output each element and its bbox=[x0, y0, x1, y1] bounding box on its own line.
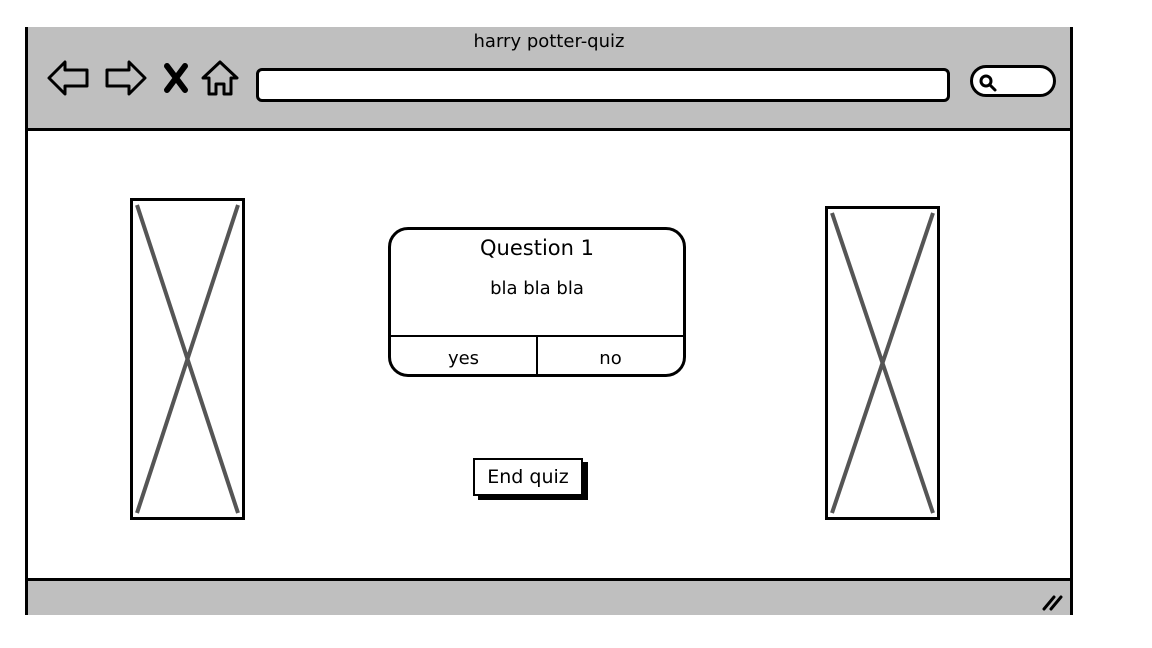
question-title: Question 1 bbox=[480, 236, 594, 260]
answer-no-button[interactable]: no bbox=[599, 347, 622, 369]
browser-chrome: harry potter-quiz bbox=[28, 27, 1070, 131]
window-title: harry potter-quiz bbox=[473, 31, 625, 52]
close-icon[interactable] bbox=[161, 54, 191, 102]
search-field[interactable] bbox=[970, 65, 1056, 97]
image-placeholder-cross bbox=[135, 204, 240, 514]
question-text: bla bla bla bbox=[490, 278, 584, 299]
resize-grip-icon[interactable] bbox=[1040, 591, 1064, 611]
question-card: Question 1 bla bla bla yes no bbox=[388, 227, 686, 377]
browser-window: harry potter-quiz bbox=[25, 27, 1073, 615]
search-icon bbox=[979, 74, 997, 92]
back-arrow-icon[interactable] bbox=[45, 54, 93, 102]
image-placeholder-cross bbox=[830, 212, 935, 514]
status-bar bbox=[28, 578, 1070, 615]
image-placeholder-left bbox=[130, 198, 245, 520]
end-quiz-button[interactable]: End quiz bbox=[473, 458, 583, 496]
image-placeholder-right bbox=[825, 206, 940, 520]
answer-yes-button[interactable]: yes bbox=[391, 337, 538, 374]
answer-options: yes no bbox=[391, 335, 683, 374]
nav-toolbar bbox=[45, 54, 241, 102]
address-bar[interactable] bbox=[256, 68, 950, 102]
forward-arrow-icon[interactable] bbox=[101, 54, 149, 102]
home-icon[interactable] bbox=[199, 54, 241, 102]
